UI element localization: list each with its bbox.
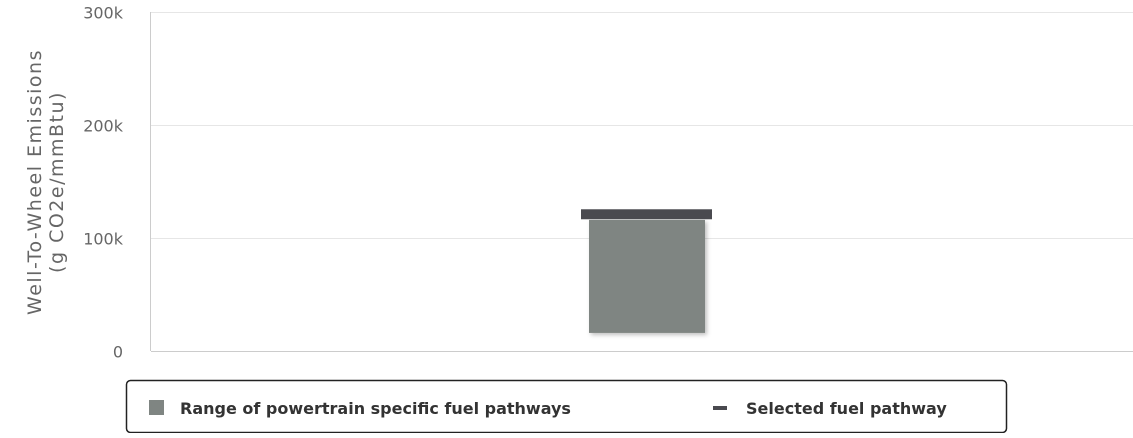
legend: Range of powertrain specific fuel pathwa…: [125, 379, 1008, 434]
y-tick-label: 300k: [83, 4, 124, 23]
legend-selected-swatch: [713, 406, 727, 410]
y-tick-label: 200k: [83, 117, 124, 136]
range-bar[interactable]: [589, 219, 705, 333]
legend-item-range[interactable]: Range of powertrain specific fuel pathwa…: [149, 399, 571, 418]
y-axis-title-line2: (g CO2e/mmBtu): [46, 91, 68, 273]
legend-range-label: Range of powertrain specific fuel pathwa…: [180, 399, 571, 418]
y-tick-label: 0: [113, 343, 123, 362]
y-tick-label: 100k: [83, 230, 124, 249]
grid-lines: [151, 12, 1133, 352]
selected-pathway-marker[interactable]: [581, 209, 712, 220]
legend-selected-label: Selected fuel pathway: [746, 399, 947, 418]
legend-range-swatch: [149, 400, 164, 415]
y-tick-labels: 0 100k 200k 300k: [83, 4, 124, 362]
legend-item-selected[interactable]: Selected fuel pathway: [713, 399, 947, 418]
y-axis-title-line1: Well-To-Wheel Emissions: [24, 49, 46, 315]
